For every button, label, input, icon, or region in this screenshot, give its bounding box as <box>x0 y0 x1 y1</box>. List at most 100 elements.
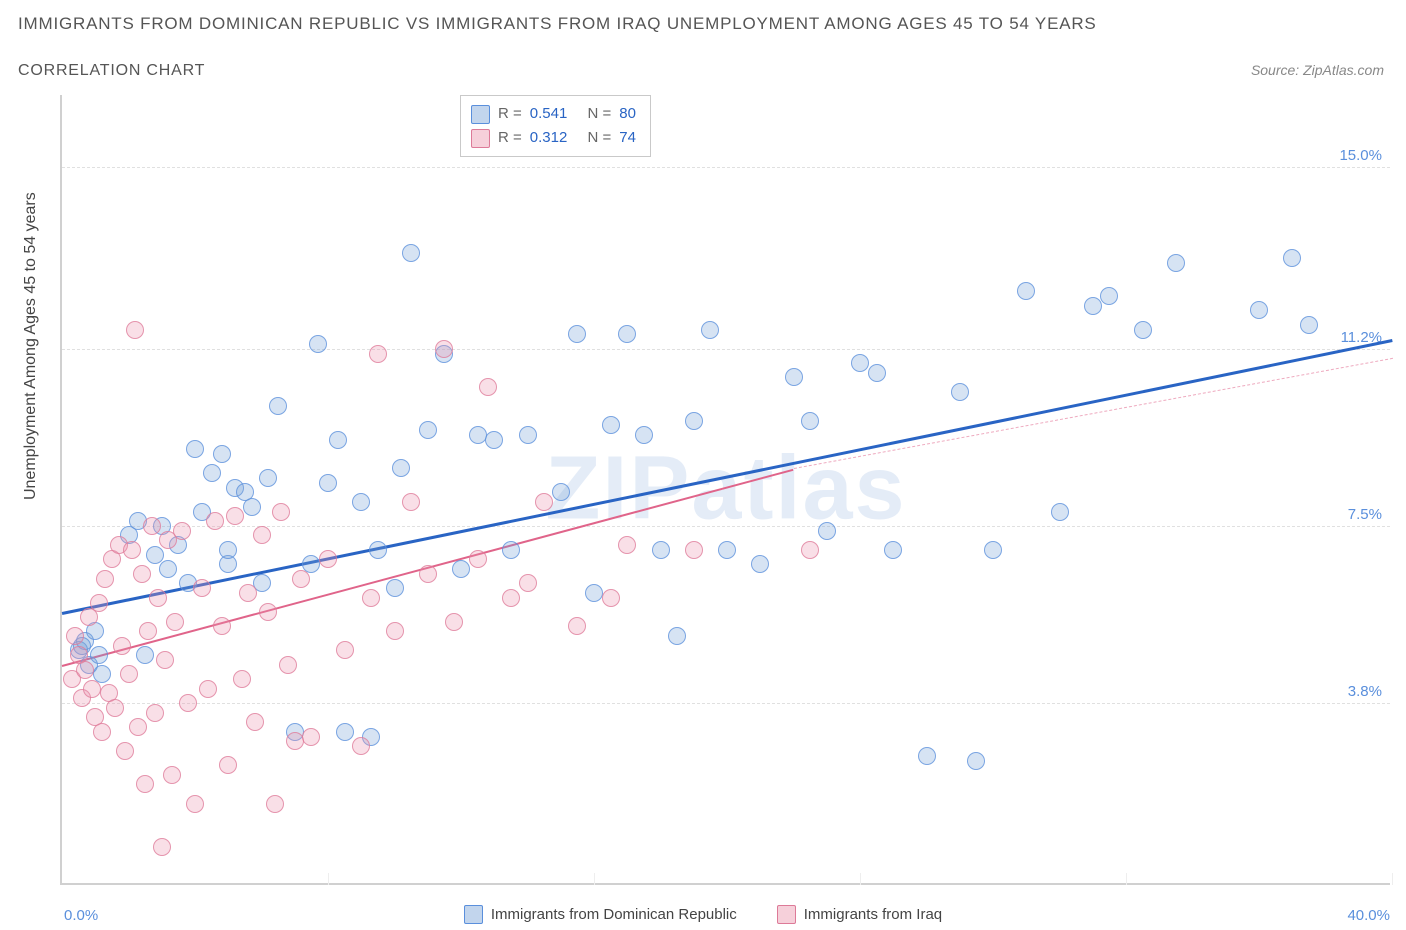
n-label: N = <box>587 126 611 150</box>
scatter-point <box>266 795 284 813</box>
scatter-point <box>685 412 703 430</box>
scatter-point <box>149 589 167 607</box>
scatter-point <box>618 325 636 343</box>
scatter-point <box>535 493 553 511</box>
scatter-point <box>352 737 370 755</box>
scatter-point <box>1167 254 1185 272</box>
scatter-point <box>136 775 154 793</box>
y-axis-label: Unemployment Among Ages 45 to 54 years <box>22 192 40 500</box>
scatter-point <box>319 550 337 568</box>
stats-row-blue: R = 0.541 N = 80 <box>471 102 636 126</box>
scatter-point <box>419 565 437 583</box>
r-label: R = <box>498 102 522 126</box>
grid-line-h <box>62 703 1390 704</box>
grid-line-v <box>594 873 595 885</box>
scatter-point <box>226 507 244 525</box>
scatter-point <box>552 483 570 501</box>
scatter-point <box>206 512 224 530</box>
scatter-point <box>93 723 111 741</box>
scatter-point <box>129 718 147 736</box>
scatter-point <box>884 541 902 559</box>
scatter-point <box>984 541 1002 559</box>
scatter-point <box>967 752 985 770</box>
scatter-point <box>585 584 603 602</box>
scatter-point <box>120 665 138 683</box>
scatter-point <box>785 368 803 386</box>
scatter-point <box>519 574 537 592</box>
scatter-point <box>292 570 310 588</box>
source-value: ZipAtlas.com <box>1303 62 1384 78</box>
scatter-point <box>1250 301 1268 319</box>
scatter-point <box>635 426 653 444</box>
scatter-point <box>445 613 463 631</box>
scatter-point <box>918 747 936 765</box>
scatter-point <box>329 431 347 449</box>
scatter-point <box>701 321 719 339</box>
scatter-point <box>402 244 420 262</box>
scatter-point <box>239 584 257 602</box>
scatter-point <box>369 345 387 363</box>
scatter-point <box>868 364 886 382</box>
scatter-point <box>519 426 537 444</box>
scatter-point <box>203 464 221 482</box>
scatter-point <box>159 560 177 578</box>
chart-subtitle: CORRELATION CHART <box>18 62 205 80</box>
scatter-point <box>302 728 320 746</box>
scatter-point <box>126 321 144 339</box>
swatch-pink <box>471 129 490 148</box>
grid-line-v <box>1126 873 1127 885</box>
r-label: R = <box>498 126 522 150</box>
scatter-point <box>199 680 217 698</box>
scatter-point <box>279 656 297 674</box>
grid-line-h <box>62 167 1390 168</box>
scatter-point <box>259 469 277 487</box>
scatter-point <box>718 541 736 559</box>
scatter-point <box>419 421 437 439</box>
scatter-point <box>469 550 487 568</box>
scatter-point <box>336 641 354 659</box>
scatter-point <box>801 541 819 559</box>
scatter-point <box>402 493 420 511</box>
grid-line-v <box>328 873 329 885</box>
scatter-point <box>568 325 586 343</box>
scatter-point <box>502 541 520 559</box>
n-value: 74 <box>619 126 636 150</box>
scatter-point <box>751 555 769 573</box>
scatter-point <box>186 795 204 813</box>
scatter-point <box>1283 249 1301 267</box>
swatch-blue <box>464 905 483 924</box>
swatch-pink <box>777 905 796 924</box>
scatter-point <box>246 713 264 731</box>
legend-item-blue: Immigrants from Dominican Republic <box>464 905 737 924</box>
scatter-point <box>801 412 819 430</box>
grid-line-v <box>1392 873 1393 885</box>
scatter-point <box>668 627 686 645</box>
source-label: Source: <box>1251 62 1299 78</box>
scatter-point <box>502 589 520 607</box>
n-value: 80 <box>619 102 636 126</box>
chart-title: IMMIGRANTS FROM DOMINICAN REPUBLIC VS IM… <box>18 14 1097 34</box>
scatter-point <box>66 627 84 645</box>
scatter-point <box>83 680 101 698</box>
scatter-point <box>386 579 404 597</box>
scatter-point <box>186 440 204 458</box>
scatter-point <box>106 699 124 717</box>
scatter-point <box>369 541 387 559</box>
scatter-point <box>193 579 211 597</box>
scatter-point <box>309 335 327 353</box>
scatter-point <box>272 503 290 521</box>
grid-line-v <box>860 873 861 885</box>
scatter-point <box>219 756 237 774</box>
scatter-point <box>153 838 171 856</box>
scatter-point <box>1300 316 1318 334</box>
scatter-point <box>568 617 586 635</box>
scatter-point <box>602 589 620 607</box>
scatter-point <box>469 426 487 444</box>
bottom-legend: Immigrants from Dominican Republic Immig… <box>0 905 1406 924</box>
scatter-point <box>951 383 969 401</box>
scatter-point <box>143 517 161 535</box>
scatter-point <box>76 661 94 679</box>
r-value: 0.312 <box>530 126 568 150</box>
scatter-point <box>1084 297 1102 315</box>
scatter-point <box>213 617 231 635</box>
